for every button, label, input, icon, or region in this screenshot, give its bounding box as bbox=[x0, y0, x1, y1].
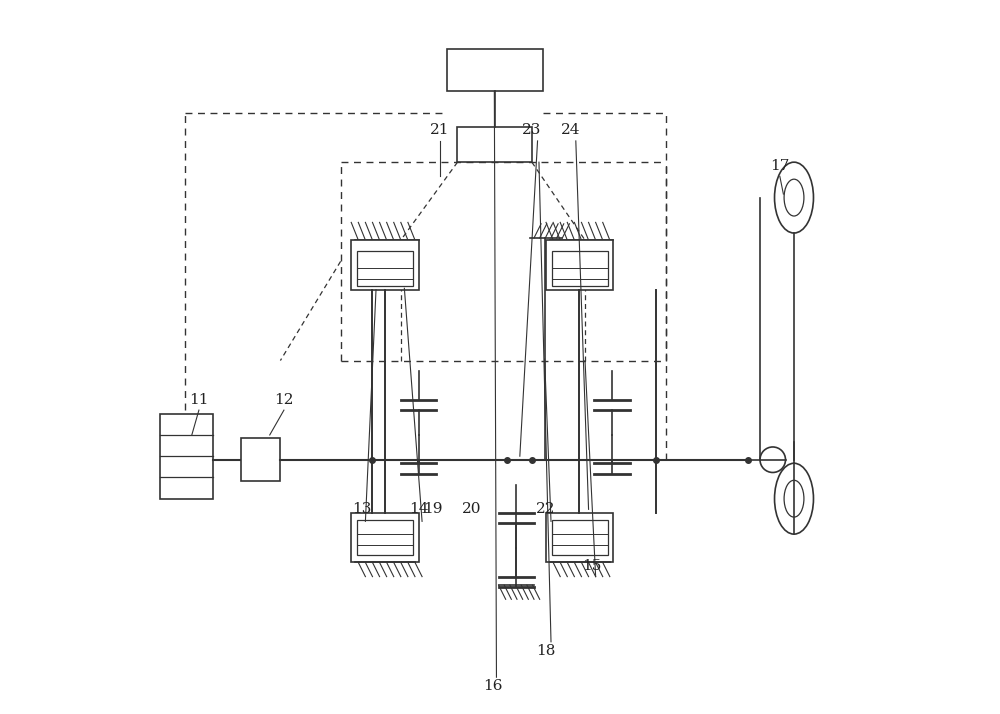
Bar bbox=[447, 49, 543, 91]
Bar bbox=[546, 513, 613, 563]
Text: 13: 13 bbox=[352, 503, 372, 516]
Bar bbox=[457, 127, 532, 162]
Bar bbox=[241, 438, 280, 481]
Bar bbox=[357, 251, 413, 286]
Bar bbox=[351, 240, 419, 290]
Text: 15: 15 bbox=[582, 559, 602, 573]
Text: 16: 16 bbox=[483, 680, 503, 693]
Text: 24: 24 bbox=[561, 124, 581, 137]
Text: 19: 19 bbox=[423, 503, 442, 516]
Bar bbox=[160, 413, 213, 498]
Text: 14: 14 bbox=[409, 503, 428, 516]
Text: 17: 17 bbox=[770, 159, 790, 173]
Bar bbox=[351, 513, 419, 563]
Text: 12: 12 bbox=[274, 393, 294, 406]
Text: 23: 23 bbox=[522, 124, 542, 137]
Text: 22: 22 bbox=[536, 503, 556, 516]
Text: 11: 11 bbox=[189, 393, 209, 406]
Text: 21: 21 bbox=[430, 124, 450, 137]
Bar bbox=[546, 240, 613, 290]
Text: 20: 20 bbox=[462, 503, 481, 516]
Bar bbox=[552, 251, 608, 286]
Text: 18: 18 bbox=[536, 644, 556, 658]
Bar bbox=[552, 520, 608, 555]
Bar bbox=[357, 520, 413, 555]
